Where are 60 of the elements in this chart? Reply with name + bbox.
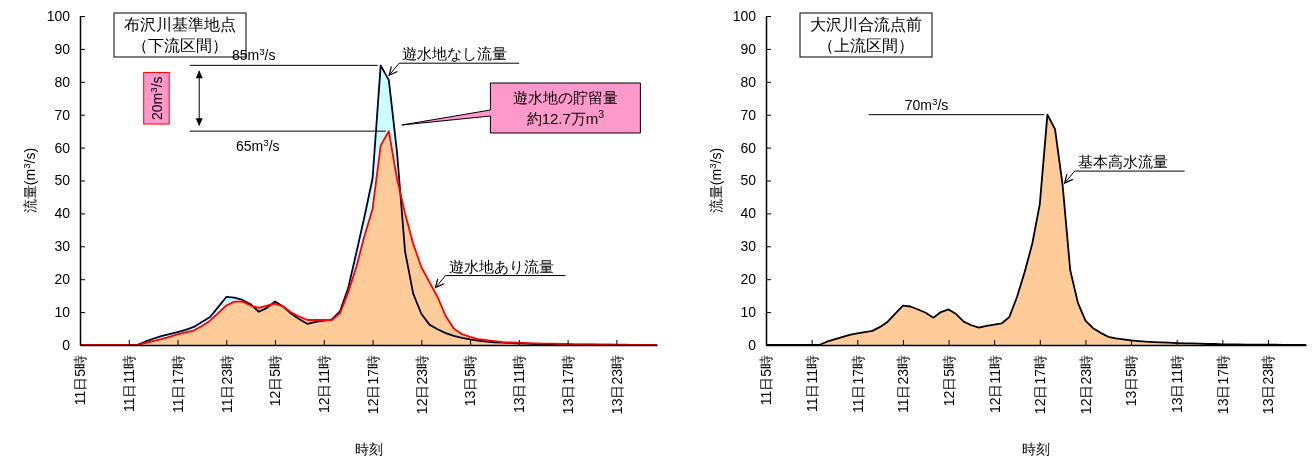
x-axis-title: 時刻 [1022,441,1050,457]
y-tick-label: 70 [54,106,71,123]
y-tick-label: 40 [740,205,757,222]
y-tick-label: 80 [740,73,757,90]
y-tick-label: 30 [54,238,71,255]
x-tick-label: 11日11時 [121,355,138,413]
y-tick-label: 20 [740,271,757,288]
y-tick-label: 10 [54,304,71,321]
y-tick-label: 90 [54,40,71,57]
x-tick-label: 12日5時 [267,355,284,407]
y-tick-label: 20 [54,271,71,288]
x-tick-label: 12日11時 [316,355,333,414]
y-tick-label: 0 [62,336,71,353]
x-tick-label: 11日17時 [849,355,866,414]
x-tick-label: 12日11時 [986,355,1003,414]
y-tick-label: 50 [740,172,757,189]
y-tick-label: 90 [740,40,757,57]
y-tick-label: 50 [54,172,71,189]
text: （下流区間） [132,37,228,54]
x-tick-label: 13日5時 [1123,355,1140,407]
x-tick-label: 12日17時 [1032,355,1049,415]
ref-line-label: 65m$^{3}$/s [235,136,280,155]
x-tick-label: 11日11時 [804,355,821,413]
x-tick-label: 11日17時 [169,355,186,414]
y-tick-label: 60 [54,139,71,156]
text: （上流区間） [818,37,914,54]
series-label: 遊水地あり流量 [448,257,554,275]
x-tick-label: 12日23時 [413,355,430,415]
x-tick-label: 11日5時 [72,355,89,406]
x-tick-label: 12日17時 [364,355,381,415]
y-tick-label: 70 [740,106,757,123]
x-tick-label: 13日23時 [1260,355,1277,415]
y-tick-label: 0 [748,336,757,353]
x-tick-label: 13日11時 [1169,355,1186,414]
series-label: 遊水地なし流量 [402,45,508,63]
x-tick-label: 13日11時 [511,355,528,414]
y-tick-label: 60 [740,139,757,156]
series-label: 基本高水流量 [1077,153,1168,171]
annotation: 遊水地の貯留量 [512,89,618,106]
x-tick-label: 13日23時 [608,355,625,415]
x-tick-label: 12日5時 [940,355,957,407]
x-tick-label: 11日5時 [758,355,775,406]
ref-line-label: 70m$^{3}$/s [904,95,949,113]
x-axis-title: 時刻 [354,441,383,457]
annotation: 約12.7万m$^{3}$ [526,108,605,127]
y-tick-label: 30 [740,238,757,255]
chart-title: 大沢川合流点前 [810,16,922,33]
ref-line-label: 85m$^{3}$/s [231,45,276,64]
y-tick-label: 80 [54,73,71,90]
x-tick-label: 12日23時 [1077,355,1094,415]
y-tick-label: 100 [732,7,757,24]
x-tick-label: 11日23時 [895,355,912,414]
x-tick-label: 13日17時 [1214,355,1231,415]
y-tick-label: 100 [46,7,71,24]
x-tick-label: 11日23時 [218,355,235,414]
y-tick-label: 10 [740,304,757,321]
chart-title: 布沢川基準地点 [124,16,236,33]
y-tick-label: 40 [54,205,71,222]
x-tick-label: 13日17時 [560,355,577,415]
x-tick-label: 13日5時 [462,355,479,407]
